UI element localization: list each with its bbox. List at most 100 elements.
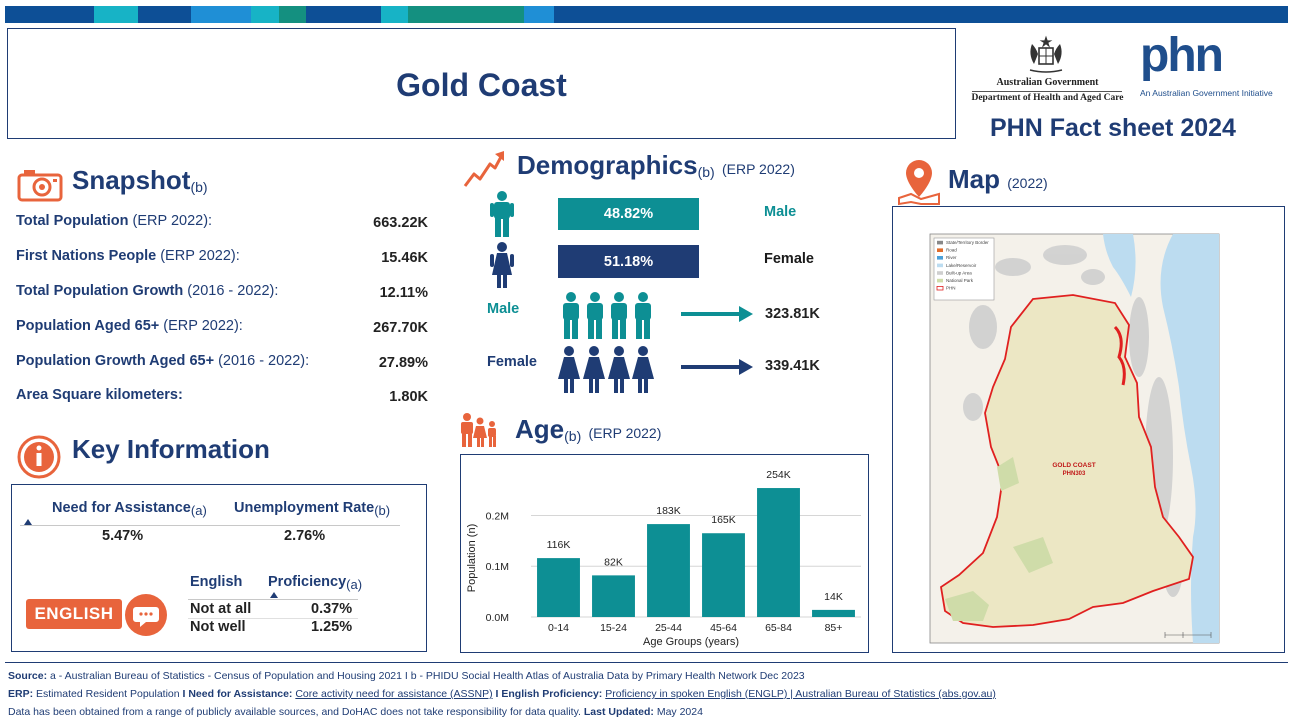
female-label: Female bbox=[764, 251, 814, 267]
englp-link[interactable]: Proficiency in spoken English (ENGLP) | … bbox=[605, 688, 996, 700]
y-tick-label: 0.0M bbox=[486, 612, 509, 624]
map-legend-swatch bbox=[937, 256, 943, 260]
male-count: 323.81K bbox=[765, 306, 820, 322]
phn-logo: phn An Australian Government Initiative bbox=[1140, 29, 1273, 110]
map-region-code: PHN303 bbox=[1063, 471, 1086, 477]
proficiency-row-label: Not at all bbox=[190, 601, 252, 617]
map-pin-icon bbox=[898, 160, 940, 206]
unemployment-rate-value: 2.76% bbox=[284, 528, 326, 544]
snapshot-row-growth-aged-65: Population Growth Aged 65+ (2016 - 2022)… bbox=[16, 353, 428, 371]
proficiency-row-label: Not well bbox=[190, 619, 246, 635]
footer-definitions-line: ERP: Estimated Resident Population I Nee… bbox=[8, 688, 996, 700]
need-for-assistance-label: Need for Assistance(a) bbox=[52, 500, 207, 518]
region-map: State/Territory Border Road River Lake/Rese… bbox=[929, 233, 1220, 644]
male-group-icon bbox=[563, 292, 651, 339]
english-column-header: English bbox=[190, 574, 243, 590]
age-bar bbox=[757, 488, 800, 617]
x-tick-label: 65-84 bbox=[765, 622, 792, 634]
proficiency-row-value: 0.37% bbox=[311, 601, 353, 617]
bar-data-label: 254K bbox=[766, 469, 791, 481]
x-tick-label: 25-44 bbox=[655, 622, 682, 634]
map-legend-label: Lake/Reservoir bbox=[946, 263, 977, 268]
male-group-label: Male bbox=[487, 301, 520, 317]
female-person-icon bbox=[490, 242, 514, 288]
key-information-box: Need for Assistance(a) Unemployment Rate… bbox=[11, 484, 427, 652]
sort-up-icon bbox=[270, 592, 278, 598]
snapshot-row-aged-65: Population Aged 65+ (ERP 2022): 267.70K bbox=[16, 318, 428, 336]
assnp-link[interactable]: Core activity need for assistance (ASSNP… bbox=[295, 688, 493, 700]
camera-icon bbox=[17, 170, 63, 202]
info-icon bbox=[17, 435, 61, 479]
snapshot-row-population-growth: Total Population Growth (2016 - 2022): 1… bbox=[16, 283, 428, 301]
bar-data-label: 14K bbox=[824, 591, 843, 603]
x-tick-label: 15-24 bbox=[600, 622, 627, 634]
map-legend-swatch bbox=[937, 248, 943, 252]
proficiency-column-header: Proficiency(a) bbox=[268, 574, 363, 592]
arrow-right-icon bbox=[681, 306, 753, 322]
map-legend-label: River bbox=[946, 255, 957, 260]
age-heading: Age(b) (ERP 2022) bbox=[515, 414, 662, 444]
map-legend-swatch bbox=[937, 240, 943, 245]
top-color-strip bbox=[5, 6, 1288, 23]
unemployment-rate-label: Unemployment Rate(b) bbox=[234, 500, 391, 518]
x-axis-label: Age Groups (years) bbox=[643, 636, 739, 648]
female-percentage-bar: 51.18% bbox=[558, 245, 699, 278]
y-tick-label: 0.2M bbox=[486, 510, 509, 522]
australian-government-logo: Australian Government Department of Heal… bbox=[970, 34, 1125, 106]
snapshot-heading: Snapshot(b) bbox=[72, 165, 208, 195]
y-tick-label: 0.1M bbox=[486, 561, 509, 573]
map-legend-swatch bbox=[937, 271, 943, 275]
map-legend-label: State/Territory Border bbox=[946, 240, 989, 245]
key-information-heading: Key Information bbox=[72, 434, 270, 464]
age-chart-box: 116K 0-14 82K 15-24 183K 25-44 165K 45-64 254K 65… bbox=[460, 454, 869, 653]
map-legend-swatch bbox=[936, 286, 944, 291]
page-title: Gold Coast bbox=[396, 67, 567, 103]
sort-up-icon bbox=[24, 519, 32, 525]
bar-data-label: 165K bbox=[711, 514, 736, 526]
x-tick-label: 85+ bbox=[825, 622, 843, 634]
female-group-icon bbox=[558, 346, 654, 393]
title-box: Gold Coast bbox=[7, 28, 956, 139]
english-icon: ENGLISH bbox=[26, 599, 122, 629]
female-count: 339.41K bbox=[765, 358, 820, 374]
map-legend-label: Built-up Area bbox=[946, 270, 972, 275]
map-legend-label: PHN bbox=[946, 286, 956, 291]
map-legend-swatch bbox=[937, 278, 943, 283]
male-label: Male bbox=[764, 204, 797, 220]
need-for-assistance-value: 5.47% bbox=[102, 528, 144, 544]
phn-logo-subtitle: An Australian Government Initiative bbox=[1140, 88, 1273, 98]
male-percentage-bar: 48.82% bbox=[558, 198, 699, 230]
factsheet-title: PHN Fact sheet 2024 bbox=[990, 114, 1236, 142]
bar-data-label: 116K bbox=[547, 539, 571, 551]
footer-source-line: Source: a - Australian Bureau of Statist… bbox=[8, 670, 805, 682]
map-heading: Map (2022) bbox=[948, 164, 1048, 194]
age-bar bbox=[647, 524, 690, 617]
map-region-label: GOLD COAST bbox=[1052, 462, 1095, 469]
coat-of-arms-icon bbox=[1029, 35, 1063, 73]
map-legend-swatch bbox=[937, 263, 943, 268]
snapshot-row-first-nations: First Nations People (ERP 2022): 15.46K bbox=[16, 248, 428, 266]
map-legend-label: National Park bbox=[946, 278, 974, 283]
gov-logo-line2: Department of Health and Aged Care bbox=[971, 93, 1124, 103]
trend-up-icon bbox=[463, 151, 504, 187]
bar-data-label: 183K bbox=[656, 505, 681, 517]
arrow-right-icon bbox=[681, 359, 753, 375]
y-axis-label: Population (n) bbox=[466, 524, 478, 593]
phn-logo-mark: phn bbox=[1140, 29, 1224, 82]
x-tick-label: 0-14 bbox=[548, 622, 569, 634]
age-bar bbox=[592, 575, 635, 617]
proficiency-row-value: 1.25% bbox=[311, 619, 353, 635]
map-legend-label: Road bbox=[946, 248, 957, 253]
age-bar bbox=[812, 609, 855, 617]
male-person-icon bbox=[490, 191, 514, 237]
female-group-label: Female bbox=[487, 354, 537, 370]
footer-disclaimer-line: Data has been obtained from a range of p… bbox=[8, 706, 703, 718]
x-tick-label: 45-64 bbox=[710, 622, 737, 634]
snapshot-row-total-population: Total Population (ERP 2022): 663.22K bbox=[16, 213, 428, 231]
demographics-heading: Demographics(b) (ERP 2022) bbox=[517, 150, 795, 180]
map-box: State/Territory Border Road River Lake/Rese… bbox=[892, 206, 1285, 653]
family-icon bbox=[461, 413, 496, 447]
age-bar bbox=[702, 533, 745, 617]
bar-data-label: 82K bbox=[604, 556, 623, 568]
age-bar-chart: 116K 0-14 82K 15-24 183K 25-44 165K 45-64 254K 65… bbox=[466, 469, 861, 648]
